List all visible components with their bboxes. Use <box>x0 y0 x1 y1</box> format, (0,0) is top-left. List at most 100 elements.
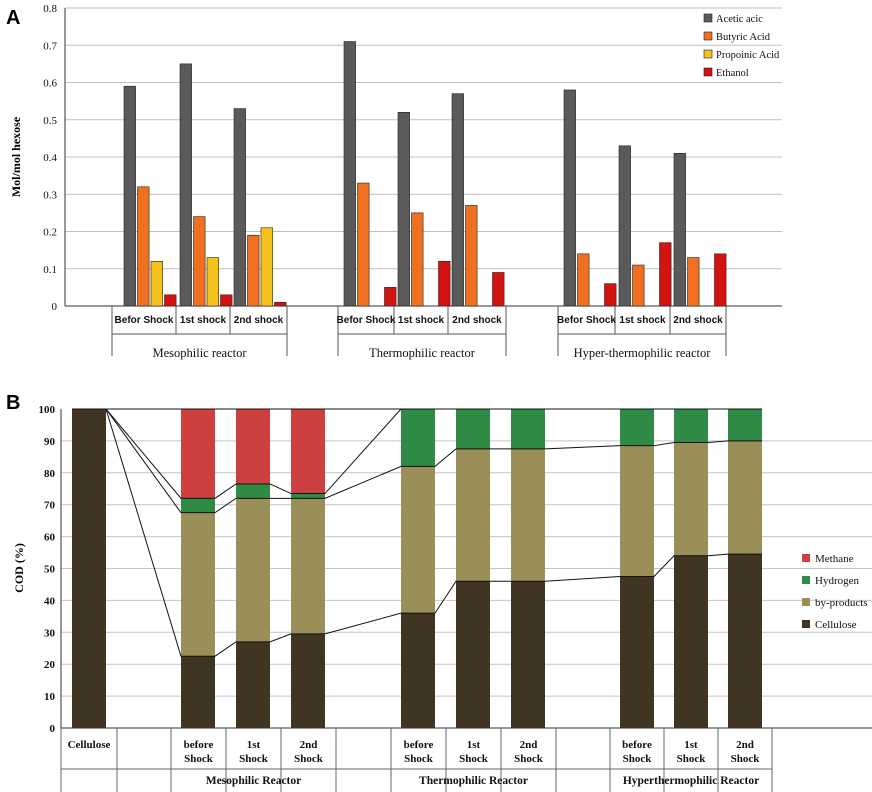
chart-b-category-label: Shock <box>731 753 761 765</box>
chart-a-legend-label: Butyric Acid <box>716 32 771 43</box>
chart-b-y-tick-label: 60 <box>44 532 56 544</box>
chart-a-category-label: Befor Shock <box>115 315 174 326</box>
chart-a-y-axis-label: Mol/mol hexose <box>9 116 23 197</box>
chart-b-legend-swatch-methane <box>802 554 810 562</box>
chart-b-category-label: 2nd <box>736 739 754 751</box>
chart-b-category-label: 1st <box>684 739 698 751</box>
chart-a-bar-acetic-acic <box>563 89 576 307</box>
chart-a-category-label: 1st shock <box>180 315 227 326</box>
chart-a-y-tick-label: 0.5 <box>43 115 57 127</box>
chart-b-segment-cellulose <box>620 576 654 728</box>
chart-a-y-tick-label: 0.2 <box>43 227 57 239</box>
chart-b-y-tick-label: 50 <box>44 564 56 576</box>
chart-b-category-label: Shock <box>459 753 489 765</box>
chart-b-y-axis-label: COD (%) <box>12 543 26 593</box>
chart-b-legend-label: by-products <box>815 597 868 609</box>
chart-b-group-label: Hyperthermophilic Reactor <box>623 775 759 787</box>
chart-b-category-label: Shock <box>294 753 324 765</box>
chart-a-bar-ethanol <box>220 294 233 307</box>
chart-b-segment-hydrogen <box>511 409 545 449</box>
chart-b-segment-by-products <box>236 498 270 642</box>
chart-b-category-label: 2nd <box>520 739 538 751</box>
chart-b-segment-hydrogen <box>181 498 215 513</box>
chart-a-legend-swatch-butyric-acid <box>703 31 713 41</box>
chart-a-y-tick-label: 0.1 <box>43 264 57 276</box>
chart-a-legend-swatch-ethanol <box>703 67 713 77</box>
chart-b-segment-cellulose <box>181 656 215 728</box>
chart-a-bar-butyric-acid <box>193 216 206 307</box>
chart-b-segment-cellulose <box>511 581 545 728</box>
chart-b-y-tick-label: 40 <box>44 595 56 607</box>
chart-a-bar-acetic-acic <box>343 41 356 307</box>
chart-b-segment-by-products <box>511 448 545 582</box>
chart-b-legend-swatch-cellulose <box>802 620 810 628</box>
chart-b-segment-by-products <box>456 448 490 582</box>
chart-a-bar-acetic-acic <box>397 112 410 307</box>
chart-b-segment-cellulose <box>236 641 270 728</box>
chart-b-segment-cellulose <box>291 633 325 728</box>
chart-b-segment-by-products <box>401 466 435 614</box>
chart-b-legend-swatch-by-products <box>802 598 810 606</box>
chart-a-group-label: Mesophilic reactor <box>152 346 247 360</box>
chart-a-bar-butyric-acid <box>247 234 260 307</box>
chart-a-category-label: 2nd shock <box>673 315 723 326</box>
chart-a-bar-propoinic-acid <box>206 257 219 307</box>
chart-b-segment-hydrogen <box>291 493 325 499</box>
chart-a-bar-butyric-acid <box>632 264 645 307</box>
chart-b-y-tick-label: 100 <box>39 404 56 416</box>
chart-b-category-label: before <box>622 739 652 751</box>
chart-b-segment-hydrogen <box>674 409 708 443</box>
chart-a-bar-acetic-acic <box>451 93 464 307</box>
chart-b-category-label: 2nd <box>300 739 318 751</box>
chart-a-y-tick-label: 0.4 <box>43 152 57 164</box>
chart-b-legend-label: Methane <box>815 553 854 565</box>
chart-a: 00.10.20.30.40.50.60.70.8 Befor Shock 1st… <box>9 3 782 360</box>
chart-b-legend-swatch-hydrogen <box>802 576 810 584</box>
chart-a-bar-ethanol <box>384 287 397 307</box>
chart-b-y-tick-label: 30 <box>44 627 56 639</box>
chart-b-segment-hydrogen <box>456 409 490 449</box>
chart-a-bar-butyric-acid <box>577 253 590 307</box>
chart-a-legend-label: Ethanol <box>716 68 749 79</box>
chart-b-category-label: Shock <box>404 753 434 765</box>
chart-b-segment-cellulose <box>401 613 435 728</box>
chart-b-y-tick-label: 0 <box>50 723 56 735</box>
chart-b-segment-cellulose <box>728 554 762 728</box>
chart-b-group-label: Mesophilic Reactor <box>206 775 302 787</box>
chart-b-segment-methane <box>291 409 325 494</box>
chart-b-segment-cellulose <box>72 409 106 728</box>
chart-a-legend-swatch-acetic-acic <box>703 13 713 23</box>
chart-b-legend-label: Hydrogen <box>815 575 859 587</box>
chart-a-bar-ethanol <box>164 294 177 307</box>
chart-a-y-tick-label: 0.7 <box>43 40 57 52</box>
chart-a-bar-butyric-acid <box>687 257 700 307</box>
chart-a-bar-propoinic-acid <box>150 260 163 307</box>
chart-a-bar-butyric-acid <box>357 182 370 307</box>
chart-a-bar-ethanol <box>274 301 287 307</box>
chart-a-bar-propoinic-acid <box>260 227 273 307</box>
chart-a-legend-swatch-propoinic-acid <box>703 49 713 59</box>
chart-a-bar-acetic-acic <box>233 108 246 307</box>
chart-b-segment-methane <box>181 409 215 499</box>
chart-b-y-tick-label: 20 <box>44 659 56 671</box>
chart-a-group-label: Hyper-thermophilic reactor <box>574 346 712 360</box>
panel-a-letter: A <box>6 7 20 29</box>
chart-a-category-label: Befor Shock <box>557 315 616 326</box>
chart-b-y-tick-label: 10 <box>44 691 56 703</box>
chart-b-category-label: before <box>184 739 214 751</box>
chart-b-y-tick-label: 90 <box>44 436 56 448</box>
chart-b-segment-hydrogen <box>401 409 435 467</box>
chart-b-category-label: Cellulose <box>68 739 111 751</box>
chart-b-segment-hydrogen <box>728 409 762 441</box>
chart-a-legend-label: Acetic acic <box>716 14 763 25</box>
chart-a-category-label: 1st shock <box>398 315 445 326</box>
chart-a-bar-acetic-acic <box>123 85 136 307</box>
chart-b-connector-line <box>72 408 762 657</box>
chart-a-y-tick-label: 0.6 <box>43 78 57 90</box>
chart-a-group-label: Thermophilic reactor <box>369 346 476 360</box>
chart-a-category-label: 2nd shock <box>452 315 502 326</box>
chart-b-category-label: Shock <box>184 753 214 765</box>
chart-a-legend-label: Propoinic Acid <box>716 50 780 61</box>
chart-a-bar-ethanol <box>604 283 617 307</box>
chart-a-bar-ethanol <box>492 272 505 307</box>
